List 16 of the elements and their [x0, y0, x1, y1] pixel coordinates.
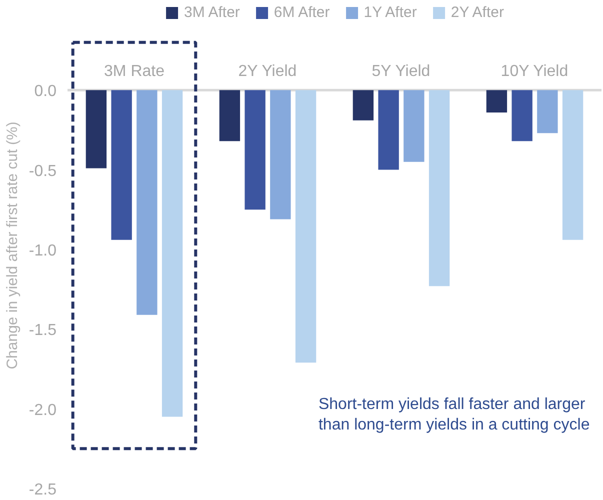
- y-tick-label: -0.5: [28, 162, 57, 180]
- x-tick-label: 5Y Yield: [372, 63, 430, 80]
- x-tick-label: 3M Rate: [104, 63, 165, 80]
- y-tick-label: -1.0: [28, 242, 57, 260]
- y-tick-label: -2.5: [28, 482, 57, 498]
- legend-label: 1Y After: [364, 4, 417, 21]
- annotation: Short-term yields fall faster and larger than long-term yields in a cutting cycle: [318, 396, 590, 434]
- y-axis-title: Change in yield after first rate cut (%): [4, 122, 21, 370]
- x-tick-label: 10Y Yield: [500, 63, 568, 80]
- legend-label: 6M After: [274, 4, 330, 21]
- y-tick-label: 0.0: [34, 83, 57, 100]
- legend-label: 2Y After: [450, 4, 504, 21]
- y-tick-label: -1.5: [28, 322, 57, 340]
- x-tick-label: 2Y Yield: [238, 63, 297, 80]
- y-tick-label: -2.0: [28, 402, 57, 419]
- legend-label: 3M After: [184, 4, 240, 21]
